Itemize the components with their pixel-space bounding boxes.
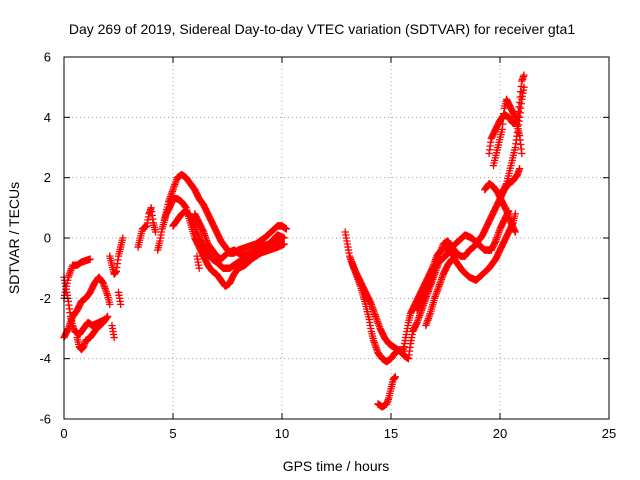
x-tick-label: 10 (275, 426, 289, 441)
axis-ticks: 0 5 10 15 20 25 -6 -4 -2 0 2 4 6 (39, 50, 616, 442)
data-point-plus (280, 240, 288, 248)
series-track (498, 83, 528, 197)
y-tick-label: 4 (44, 110, 51, 125)
y-axis-label: SDTVAR / TECUs (6, 182, 22, 294)
data-point-plus (280, 234, 288, 242)
data-point-plus (511, 210, 519, 218)
y-tick-label: 0 (44, 231, 51, 246)
data-point-plus (110, 333, 118, 342)
x-axis-label: GPS time / hours (283, 458, 390, 474)
series-track (73, 312, 112, 354)
y-tick-label: 6 (44, 50, 51, 65)
data-point-plus (520, 83, 528, 91)
x-tick-label: 25 (602, 426, 616, 441)
data-point-plus (119, 234, 127, 242)
series-track (134, 204, 160, 251)
data-point-plus (195, 264, 203, 272)
data-point-plus (511, 228, 519, 236)
data-point-plus (151, 228, 160, 236)
series-track (106, 234, 127, 278)
series-track (422, 255, 456, 330)
series-track (160, 171, 291, 257)
x-tick-label: 5 (169, 426, 176, 441)
x-tick-label: 20 (493, 426, 507, 441)
grid-lines (64, 57, 609, 419)
data-point-plus (515, 164, 524, 173)
data-point-plus (106, 300, 114, 309)
y-tick-label: -6 (39, 412, 51, 427)
x-tick-label: 0 (60, 426, 67, 441)
series-track (489, 95, 526, 170)
chart-title: Day 269 of 2019, Sidereal Day-to-day VTE… (69, 21, 576, 37)
data-point-plus (518, 149, 526, 158)
series-track (169, 207, 286, 272)
data-point-plus (282, 225, 291, 233)
series-track (481, 180, 519, 236)
y-tick-label: -4 (39, 351, 51, 366)
series-track (60, 273, 114, 342)
data-point-plus (117, 300, 125, 309)
data-point-plus (391, 373, 400, 381)
y-tick-label: 2 (44, 170, 51, 185)
series-track (193, 252, 203, 272)
series-track (114, 288, 125, 309)
series-track (60, 255, 94, 302)
x-tick-label: 15 (384, 426, 398, 441)
series-track (108, 321, 118, 342)
data-point-plus (448, 255, 456, 263)
series-track (191, 210, 288, 263)
y-tick-label: -2 (39, 291, 51, 306)
data-point-plus (520, 71, 528, 79)
data-point-plus (86, 255, 94, 263)
series-track (374, 373, 400, 411)
data-point-plus (103, 312, 112, 321)
data-points (60, 71, 528, 411)
